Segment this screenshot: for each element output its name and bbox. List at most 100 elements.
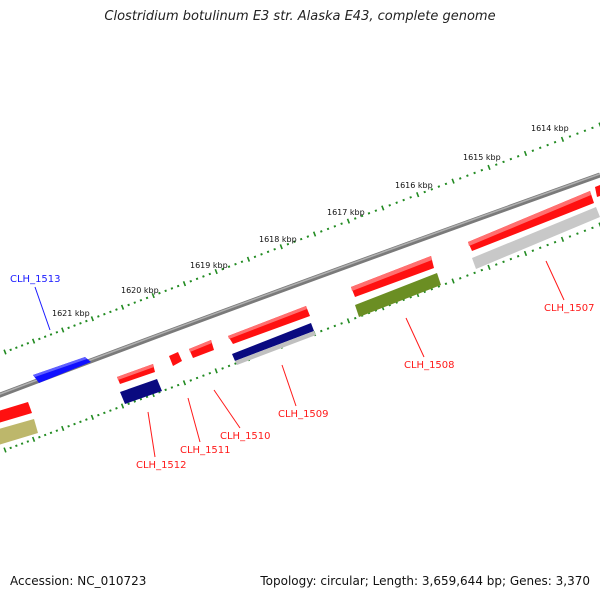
inner-ruler-minor-tick [509,257,513,261]
feature-left-khaki[interactable] [0,419,38,446]
outer-ruler-minor-tick [15,346,18,349]
inner-ruler [3,222,600,453]
outer-ruler-major-tick [346,218,351,224]
inner-ruler-major-tick [487,264,491,270]
outer-ruler-minor-tick [49,333,53,336]
inner-ruler-minor-tick [227,364,231,368]
genome-backbone [0,172,600,398]
outer-ruler-major-tick [416,192,420,198]
inner-ruler-major-tick [346,318,351,324]
gene-left-edge-arrow[interactable] [0,402,32,424]
outer-ruler-major-tick [61,327,65,333]
outer-ruler-minor-tick [164,289,167,293]
outer-ruler-minor-tick [240,260,244,264]
outer-ruler-major-tick [246,256,251,262]
inner-ruler-minor-tick [538,246,542,250]
scale-label-1614: 1614 kbp [531,124,569,133]
inner-ruler-minor-tick [79,420,82,424]
outer-ruler-minor-tick [320,230,323,233]
gene-clh1513-arrow[interactable] [33,357,91,383]
scale-label-1620: 1620 kbp [121,286,159,295]
outer-ruler-minor-tick [85,319,88,323]
scale-label-1617: 1617 kbp [327,208,365,217]
feature-clh1508-olive[interactable] [355,273,441,317]
gene-label-clh1507: CLH_1507 [544,303,595,314]
outer-ruler-minor-tick [340,222,343,226]
outer-ruler-minor-tick [553,140,557,144]
outer-ruler-minor-tick [409,196,412,199]
feature-clh1507-gray[interactable] [472,207,600,269]
inner-ruler-minor-tick [333,324,337,328]
gene-label-clh1513: CLH_1513 [10,274,61,285]
gene-clh1508-arrow[interactable] [351,256,434,297]
outer-ruler-major-tick [560,136,565,142]
outer-ruler-minor-tick [299,237,303,241]
outer-ruler-minor-tick [176,284,180,288]
outer-ruler-minor-tick [97,315,100,318]
inner-ruler-minor-tick [49,431,53,435]
inner-ruler-minor-tick [9,446,12,450]
outer-ruler-minor-tick [73,324,76,327]
inner-ruler-minor-tick [139,397,143,401]
outer-ruler-minor-tick [388,204,392,207]
gene-clh1511-arrow[interactable] [169,352,182,366]
inner-ruler-minor-tick [591,226,594,230]
inner-ruler-major-tick [560,236,565,242]
outer-ruler-minor-tick [423,190,427,194]
outer-ruler-major-tick [312,231,317,237]
gene-clh1507-arrow[interactable] [468,185,600,251]
inner-ruler-major-tick [3,447,7,453]
outer-ruler-minor-tick [437,185,441,188]
gene-clh1510-arrow[interactable] [189,340,214,358]
inner-ruler-major-tick [451,278,455,284]
accession-text: Accession: NC_010723 [10,574,147,588]
inner-ruler-minor-tick [202,374,205,377]
inner-ruler-minor-tick [115,407,118,410]
outer-ruler-major-tick [451,178,455,184]
scale-label-1621: 1621 kbp [52,309,90,318]
scale-label-1618: 1618 kbp [259,235,297,244]
outer-ruler-minor-tick [115,308,118,311]
outer-ruler-minor-tick [583,129,587,133]
outer-ruler-minor-tick [133,301,137,304]
outer-ruler-minor-tick [208,272,212,276]
outer-ruler-minor-tick [221,267,224,271]
inner-ruler-minor-tick [576,232,579,235]
gene-clh1509-arrow[interactable] [228,306,310,344]
outer-ruler-minor-tick [591,126,594,130]
inner-ruler-minor-tick [568,235,572,238]
inner-ruler-minor-tick [127,402,130,406]
outer-ruler-minor-tick [158,291,161,295]
inner-ruler-minor-tick [43,433,47,437]
outer-ruler-major-tick [3,349,7,355]
inner-ruler-minor-tick [208,371,212,375]
outer-ruler-minor-tick [9,348,12,352]
inner-ruler-minor-tick [340,322,343,325]
outer-ruler-minor-tick [333,225,337,228]
gene-label-clh1510: CLH_1510 [220,431,271,442]
inner-ruler-minor-tick [531,249,535,252]
outer-ruler-minor-tick [253,255,257,259]
inner-ruler-minor-tick [97,413,100,417]
outer-ruler-major-tick [279,244,283,250]
inner-ruler-minor-tick [583,229,587,233]
inner-ruler-minor-tick [480,268,484,272]
gene-clh1512-arrow[interactable] [117,364,155,384]
inner-ruler-major-tick [61,425,65,432]
outer-ruler-minor-tick [531,149,535,152]
outer-ruler-major-tick [487,164,491,171]
scale-label-1619: 1619 kbp [190,261,228,270]
outer-ruler-major-tick [182,281,187,287]
outer-ruler-minor-tick [516,154,520,158]
inner-ruler-minor-tick [502,260,505,264]
feature-clh1509-navy[interactable] [232,323,316,365]
outer-ruler-major-tick [31,338,36,344]
inner-ruler-minor-tick [55,429,59,432]
outer-ruler-minor-tick [170,287,174,290]
outer-ruler-minor-tick [395,201,398,204]
inner-ruler-minor-tick [444,282,448,286]
outer-ruler-major-tick [120,304,125,310]
outer-ruler-major-tick [381,205,385,211]
feature-clh1512-navy[interactable] [120,379,162,404]
